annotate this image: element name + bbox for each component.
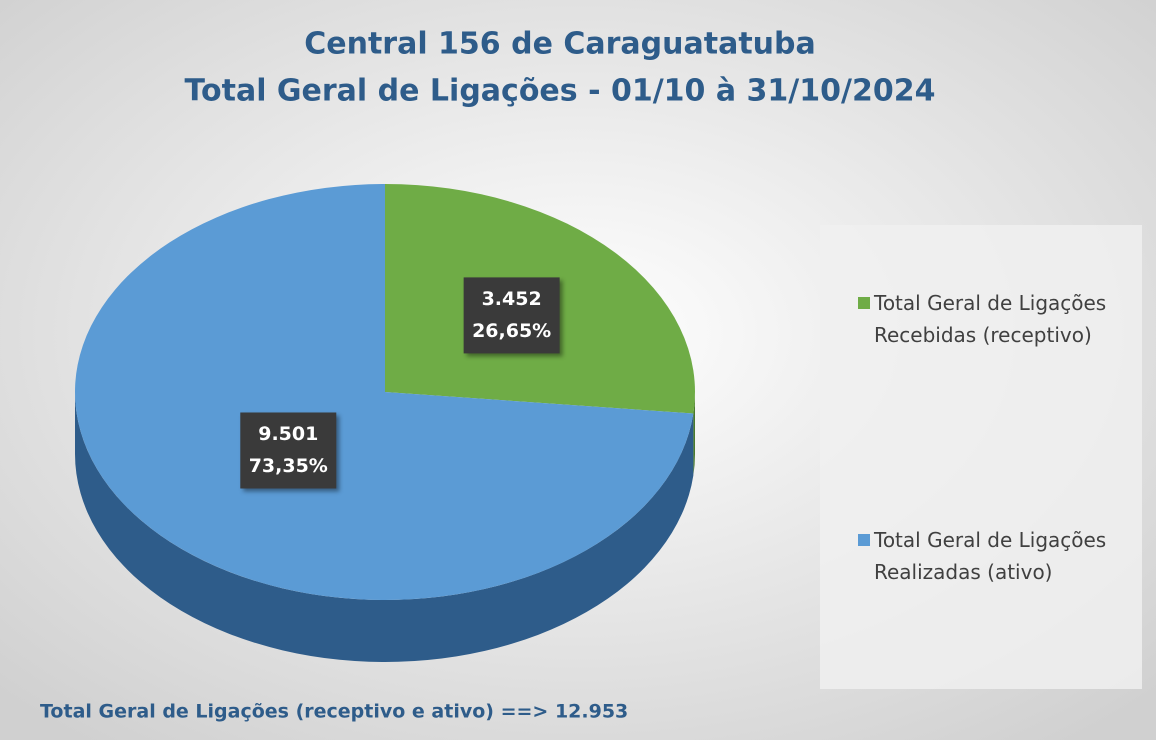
- data-label: 9.501: [258, 423, 318, 445]
- data-label: 3.452: [482, 288, 542, 310]
- data-label: 73,35%: [249, 455, 328, 477]
- legend-swatch: [858, 534, 870, 546]
- annotation: Total Geral de Ligações (receptivo e ati…: [40, 701, 628, 723]
- legend-box: [820, 225, 1142, 689]
- pie-slice: [74, 184, 694, 600]
- data-label-box: [463, 277, 560, 354]
- chart-title: Central 156 de Caraguatatuba: [304, 27, 816, 62]
- legend-label: Total Geral de Ligações Recebidas (recep…: [874, 291, 1107, 347]
- data-label: 26,65%: [472, 320, 551, 342]
- pie-side: [693, 392, 695, 476]
- data-label-box: [240, 412, 337, 489]
- chart-title: Total Geral de Ligações - 01/10 à 31/10/…: [185, 74, 936, 109]
- legend-swatch: [858, 297, 870, 309]
- pie-side: [75, 392, 694, 662]
- legend-label: Total Geral de Ligações Realizadas (ativ…: [874, 528, 1107, 584]
